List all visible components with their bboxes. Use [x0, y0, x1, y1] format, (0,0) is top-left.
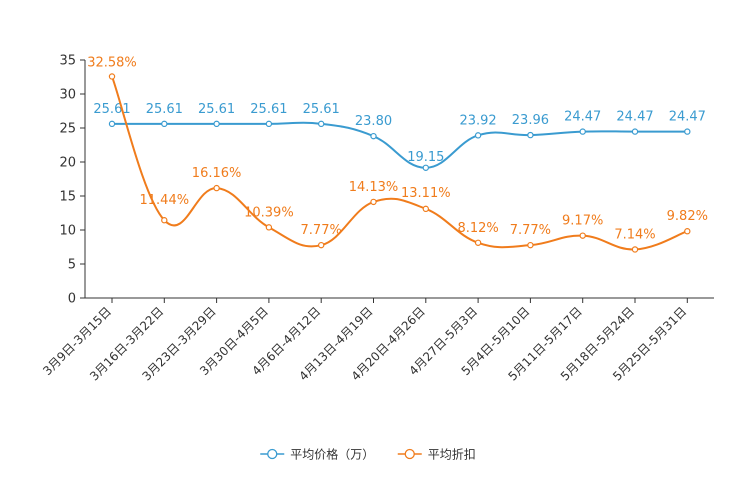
legend-label: 平均折扣	[428, 447, 476, 462]
data-point[interactable]	[370, 132, 377, 140]
legend-item-1[interactable]: 平均价格（万）	[260, 447, 374, 462]
series-line-1	[111, 121, 688, 169]
data-label: 9.82%	[667, 209, 708, 224]
data-point[interactable]	[631, 246, 639, 253]
data-point[interactable]	[527, 131, 534, 139]
data-label: 13.11%	[401, 186, 451, 201]
data-label: 24.47	[564, 110, 601, 125]
data-label: 23.96	[512, 113, 549, 128]
data-label: 24.47	[669, 110, 706, 125]
data-point[interactable]	[422, 164, 429, 171]
data-label: 10.39%	[244, 205, 294, 220]
data-point[interactable]	[318, 241, 325, 249]
data-point[interactable]	[161, 120, 168, 128]
y-tick-label: 0	[68, 292, 76, 307]
y-tick-label: 10	[59, 224, 76, 239]
data-label: 9.17%	[562, 214, 603, 229]
data-point[interactable]	[579, 232, 586, 239]
data-point[interactable]	[684, 228, 691, 235]
y-tick-label: 25	[59, 122, 76, 137]
data-point[interactable]	[265, 120, 273, 128]
data-point[interactable]	[265, 224, 273, 231]
y-tick-label: 5	[68, 258, 76, 273]
legend-item-2[interactable]: 平均折扣	[397, 447, 476, 462]
legend-label: 平均价格（万）	[290, 447, 374, 462]
data-label: 24.47	[616, 110, 653, 125]
data-label: 7.14%	[614, 227, 655, 242]
data-point[interactable]	[527, 241, 534, 249]
data-label: 11.44%	[140, 193, 190, 208]
data-label: 19.15	[407, 150, 444, 165]
data-label: 25.61	[250, 102, 287, 117]
data-point[interactable]	[579, 128, 586, 135]
legend-marker-icon	[404, 448, 415, 460]
data-point[interactable]	[684, 128, 691, 135]
data-label: 7.77%	[510, 223, 551, 238]
data-label: 25.61	[198, 102, 235, 117]
data-label: 16.16%	[192, 166, 242, 181]
y-tick-label: 15	[59, 190, 76, 205]
data-point[interactable]	[474, 132, 482, 139]
data-label: 7.77%	[301, 223, 342, 238]
data-point[interactable]	[318, 120, 325, 128]
y-tick-label: 30	[59, 88, 76, 103]
data-point[interactable]	[108, 120, 116, 128]
data-point[interactable]	[631, 128, 639, 135]
data-label: 25.61	[93, 102, 130, 117]
data-point[interactable]	[213, 120, 220, 128]
data-label: 14.13%	[349, 180, 399, 195]
legend-marker-icon	[267, 448, 278, 460]
data-label: 8.12%	[457, 221, 498, 236]
data-label: 32.58%	[87, 55, 137, 70]
data-label: 23.92	[459, 113, 496, 128]
data-label: 25.61	[146, 102, 183, 117]
data-point[interactable]	[474, 239, 482, 246]
data-point[interactable]	[213, 184, 220, 192]
data-point[interactable]	[161, 217, 168, 224]
data-point[interactable]	[108, 73, 116, 80]
data-label: 25.61	[303, 102, 340, 117]
data-label: 23.80	[355, 114, 392, 129]
data-point[interactable]	[370, 198, 377, 206]
data-point[interactable]	[422, 205, 429, 213]
y-tick-label: 35	[59, 54, 76, 69]
y-tick-label: 20	[59, 156, 76, 171]
